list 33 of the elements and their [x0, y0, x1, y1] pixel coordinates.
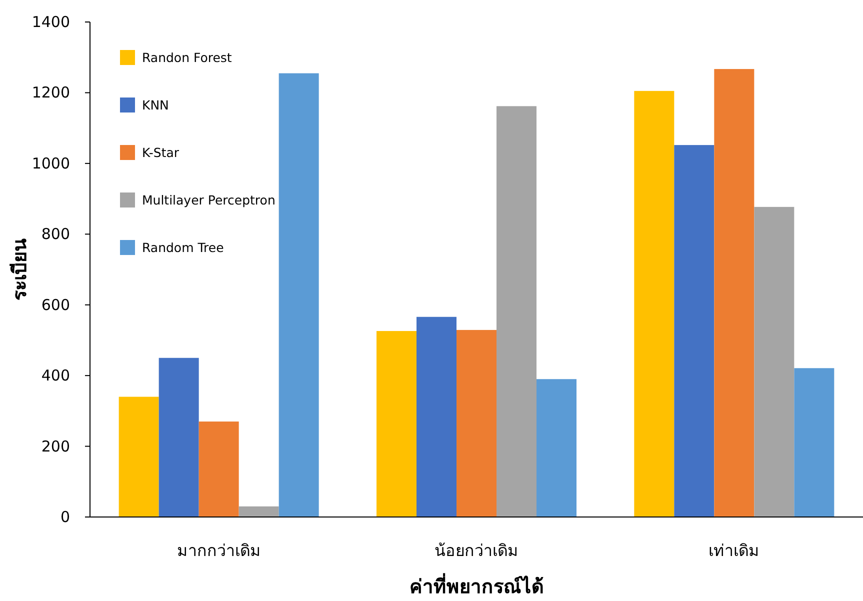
y-tick-label: 200: [41, 437, 70, 456]
x-axis-title: ค่าที่พยากรณ์ได้: [410, 573, 544, 598]
bar: [158, 358, 199, 517]
legend-label: K-Star: [142, 145, 180, 160]
y-tick-label: 600: [41, 296, 70, 314]
bar: [238, 506, 279, 517]
bar: [714, 69, 754, 517]
bar: [536, 379, 576, 517]
y-tick-label: 0: [60, 508, 70, 526]
y-tick-label: 1000: [32, 154, 70, 172]
bar: [496, 106, 536, 517]
y-axis-title: ระเบียน: [9, 238, 31, 300]
x-tick-label: เท่าเดิม: [708, 541, 760, 560]
y-tick-label: 1400: [32, 13, 70, 31]
bar: [674, 145, 714, 517]
legend-label: Random Tree: [142, 240, 224, 255]
y-tick-label: 400: [41, 366, 70, 385]
bar: [416, 316, 456, 517]
bar: [118, 396, 159, 517]
bar: [456, 330, 496, 517]
legend-label: Randon Forest: [142, 50, 232, 65]
bar: [376, 331, 416, 517]
y-tick-label: 1200: [32, 84, 70, 102]
x-tick-label: น้อยกว่าเดิม: [434, 541, 518, 560]
bar: [278, 73, 319, 517]
bar: [634, 90, 674, 517]
y-tick-label: 800: [41, 225, 70, 244]
legend-label: Multilayer Perceptron: [142, 192, 276, 208]
bar: [754, 206, 794, 517]
legend-label: KNN: [142, 98, 169, 112]
x-tick-label: มากกว่าเดิม: [176, 541, 261, 560]
bar: [198, 422, 239, 517]
bar: [794, 368, 834, 517]
